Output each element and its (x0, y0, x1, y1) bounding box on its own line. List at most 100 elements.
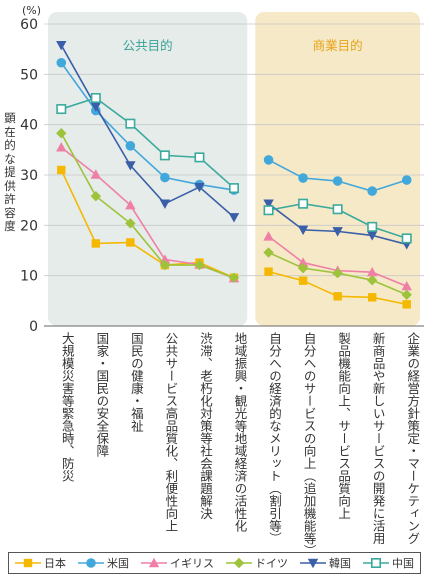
legend-marker (307, 558, 319, 569)
data-point (56, 40, 67, 51)
x-tick-label: 地域振興・観光等地域経済の活性化 (233, 332, 248, 533)
data-point (228, 272, 240, 283)
legend-label: イギリス (170, 557, 214, 570)
data-point (401, 175, 412, 185)
legend: 日本 米国 イギリス ドイツ 韓国 中国 (8, 552, 421, 574)
series-5 (56, 92, 412, 244)
data-point (333, 292, 342, 301)
data-point (228, 213, 240, 223)
data-point (332, 267, 343, 279)
x-tick-label: 国民の健康・福祉 (129, 332, 144, 433)
data-point (263, 199, 274, 209)
data-point (125, 118, 136, 129)
data-point (297, 225, 309, 236)
x-tick-label: 自分への経済的なメリット（割引等） (267, 332, 282, 545)
data-point (401, 281, 412, 291)
legend-swatch (300, 558, 326, 569)
legend-item: 日本 (15, 555, 66, 571)
data-point (402, 300, 411, 309)
legend-item: 中国 (363, 555, 414, 571)
data-point (263, 247, 274, 258)
x-tick-label: 国家・国民の安全保障 (94, 332, 109, 457)
series-4 (56, 40, 412, 250)
data-point (56, 128, 67, 139)
x-tick-label: 大規模災害等緊急時、防災 (60, 332, 75, 482)
data-point (125, 200, 136, 210)
series-line (60, 62, 235, 191)
legend-swatch (363, 557, 389, 568)
data-point (90, 190, 102, 202)
series-line (60, 44, 235, 218)
y-tick-label: 0 (29, 319, 38, 335)
x-tick-label: 渋滞、老朽化対策等社会課題解決 (198, 332, 213, 520)
legend-item: ドイツ (226, 555, 288, 571)
legend-marker (148, 557, 160, 568)
data-point (366, 266, 378, 277)
x-tick-label: 企業の経営方針策定・マーケティング (405, 331, 420, 545)
data-point (159, 259, 171, 271)
data-point (229, 183, 240, 194)
data-point (401, 289, 412, 300)
legend-swatch (226, 557, 252, 569)
legend-item: イギリス (141, 555, 214, 571)
data-point (332, 204, 343, 215)
data-point (125, 218, 136, 229)
x-tick-label: 製品機能向上、サービス品質向上 (336, 332, 351, 520)
region-public (48, 12, 248, 326)
series-line (60, 169, 235, 279)
legend-label: 中国 (392, 557, 414, 570)
data-point (332, 176, 343, 186)
y-axis-title: 顕在的な提供許容度 (4, 111, 16, 233)
y-tick-label: 60 (20, 17, 38, 33)
data-point (90, 169, 102, 179)
data-point (57, 165, 66, 175)
y-tick-label: 40 (20, 118, 38, 134)
legend-label: 日本 (44, 557, 66, 570)
series-line (61, 97, 235, 189)
data-point (90, 92, 101, 103)
data-point (264, 267, 273, 276)
data-point (194, 152, 205, 163)
legend-swatch (141, 557, 167, 568)
data-point (263, 231, 274, 241)
legend-marker (233, 557, 245, 569)
data-point (298, 173, 308, 183)
data-point (298, 276, 308, 285)
y-tick-label: 20 (20, 218, 38, 234)
legend-marker (86, 558, 96, 568)
x-tick-label: 自分へのサービスの向上（追加機能等） (302, 332, 317, 557)
y-tick-label: 30 (20, 168, 38, 184)
legend-marker (371, 557, 381, 568)
data-point (56, 142, 67, 152)
legend-swatch (78, 558, 104, 568)
region-label: 商業目的 (313, 38, 363, 53)
data-point (367, 186, 377, 196)
data-point (91, 239, 101, 248)
data-point (263, 205, 274, 216)
legend-item: 米国 (78, 555, 129, 571)
region-label: 公共目的 (123, 38, 173, 53)
data-point (332, 227, 343, 237)
data-point (401, 233, 412, 244)
data-point (126, 238, 135, 247)
data-point (56, 57, 67, 68)
data-point (367, 221, 378, 232)
data-point (194, 182, 205, 193)
data-point (366, 274, 378, 286)
data-point (159, 199, 171, 209)
y-tick-label: 10 (20, 269, 38, 285)
legend-swatch (15, 558, 41, 568)
legend-item: 韓国 (300, 555, 351, 571)
data-point (90, 102, 102, 112)
legend-marker (23, 558, 33, 568)
data-point (56, 104, 67, 115)
data-point (160, 172, 170, 183)
unit-label: (%) (22, 4, 42, 17)
series-line (60, 132, 235, 279)
data-point (297, 262, 309, 274)
data-point (159, 150, 170, 161)
x-tick-label: 新商品や新しいサービスの開発に活用 (371, 331, 386, 545)
data-point (366, 231, 378, 241)
y-tick-label: 50 (20, 67, 38, 83)
